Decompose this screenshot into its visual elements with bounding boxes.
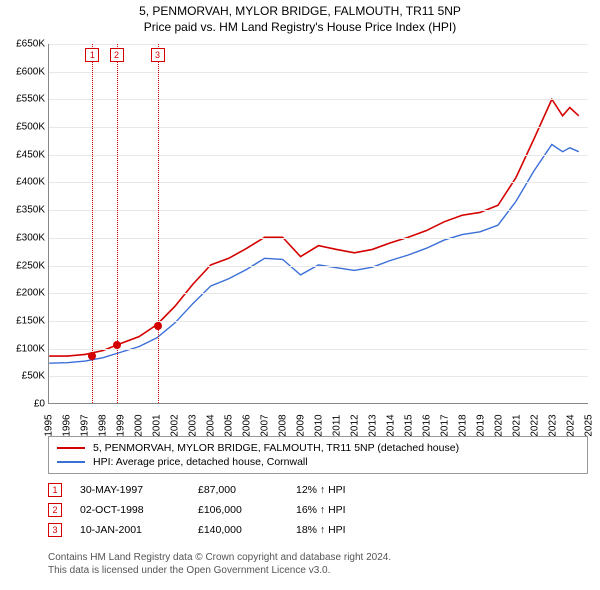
x-axis-label: 2007: [260, 414, 271, 436]
sale-marker-line: [92, 44, 93, 403]
x-axis-label: 2024: [566, 414, 577, 436]
x-axis-label: 2020: [494, 414, 505, 436]
footer-line-1: Contains HM Land Registry data © Crown c…: [48, 552, 588, 565]
sale-delta: 16% ↑ HPI: [296, 504, 346, 516]
x-axis-label: 2000: [134, 414, 145, 436]
sales-list: 1 30-MAY-1997 £87,000 12% ↑ HPI 2 02-OCT-1998…: [48, 480, 588, 540]
x-axis-label: 2021: [512, 414, 523, 436]
legend-label-hpi: HPI: Average price, detached house, Corn…: [93, 456, 308, 468]
y-axis-label: £50K: [3, 371, 45, 382]
sale-index-box: 1: [48, 483, 62, 497]
y-axis-label: £500K: [3, 122, 45, 133]
y-axis-label: £150K: [3, 315, 45, 326]
legend: 5, PENMORVAH, MYLOR BRIDGE, FALMOUTH, TR…: [48, 436, 588, 474]
y-axis-label: £400K: [3, 177, 45, 188]
x-axis-label: 2011: [332, 415, 343, 437]
y-axis-label: £200K: [3, 288, 45, 299]
sale-price: £140,000: [198, 524, 278, 536]
x-axis-label: 2025: [584, 414, 595, 436]
footer-line-2: This data is licensed under the Open Gov…: [48, 565, 588, 578]
sale-delta: 12% ↑ HPI: [296, 484, 346, 496]
x-axis-label: 2015: [404, 414, 415, 436]
x-axis-label: 2001: [152, 414, 163, 436]
gridline: [49, 210, 588, 211]
gridline: [49, 72, 588, 73]
x-axis-label: 2022: [530, 414, 541, 436]
sale-row: 3 10-JAN-2001 £140,000 18% ↑ HPI: [48, 520, 588, 540]
sale-marker-dot: [154, 322, 162, 330]
sale-marker-dot: [88, 352, 96, 360]
sale-price: £106,000: [198, 504, 278, 516]
sale-index-box: 2: [48, 503, 62, 517]
x-axis-label: 2003: [188, 414, 199, 436]
x-axis-label: 2018: [458, 414, 469, 436]
sale-price: £87,000: [198, 484, 278, 496]
y-axis-label: £300K: [3, 232, 45, 243]
sale-marker-dot: [113, 341, 121, 349]
sale-marker-label: 1: [85, 48, 99, 62]
sale-date: 02-OCT-1998: [80, 504, 180, 516]
x-axis-label: 2013: [368, 414, 379, 436]
gridline: [49, 238, 588, 239]
legend-item-property: 5, PENMORVAH, MYLOR BRIDGE, FALMOUTH, TR…: [57, 441, 579, 455]
attribution-footer: Contains HM Land Registry data © Crown c…: [48, 552, 588, 577]
sale-marker-line: [158, 44, 159, 403]
sale-marker-label: 2: [110, 48, 124, 62]
x-axis-label: 2002: [170, 414, 181, 436]
gridline: [49, 321, 588, 322]
x-axis-label: 2017: [440, 414, 451, 436]
sale-row: 1 30-MAY-1997 £87,000 12% ↑ HPI: [48, 480, 588, 500]
legend-label-property: 5, PENMORVAH, MYLOR BRIDGE, FALMOUTH, TR…: [93, 442, 459, 454]
x-axis-label: 2010: [314, 414, 325, 436]
x-axis-label: 2019: [476, 414, 487, 436]
gridline: [49, 182, 588, 183]
x-axis-label: 1996: [62, 414, 73, 436]
x-axis-label: 2009: [296, 414, 307, 436]
y-axis-label: £600K: [3, 66, 45, 77]
sale-index-box: 3: [48, 523, 62, 537]
gridline: [49, 127, 588, 128]
x-axis-label: 2006: [242, 414, 253, 436]
x-axis-label: 1998: [98, 414, 109, 436]
y-axis-label: £100K: [3, 343, 45, 354]
y-axis-label: £350K: [3, 205, 45, 216]
x-axis-label: 1997: [80, 414, 91, 436]
sale-date: 10-JAN-2001: [80, 524, 180, 536]
plot-area: £0£50K£100K£150K£200K£250K£300K£350K£400…: [48, 44, 588, 404]
y-axis-label: £450K: [3, 149, 45, 160]
legend-item-hpi: HPI: Average price, detached house, Corn…: [57, 455, 579, 469]
gridline: [49, 155, 588, 156]
x-axis-label: 2016: [422, 414, 433, 436]
sale-delta: 18% ↑ HPI: [296, 524, 346, 536]
x-axis-label: 2008: [278, 414, 289, 436]
legend-swatch-hpi: [57, 461, 85, 463]
sale-marker-label: 3: [151, 48, 165, 62]
x-axis-label: 2004: [206, 414, 217, 436]
x-axis-label: 1995: [44, 414, 55, 436]
chart-title: 5, PENMORVAH, MYLOR BRIDGE, FALMOUTH, TR…: [0, 4, 600, 18]
series-line-property: [49, 99, 579, 356]
x-axis-label: 2014: [386, 414, 397, 436]
gridline: [49, 99, 588, 100]
x-axis-label: 2005: [224, 414, 235, 436]
legend-swatch-property: [57, 447, 85, 449]
y-axis-label: £550K: [3, 94, 45, 105]
x-axis-label: 2012: [350, 414, 361, 436]
gridline: [49, 266, 588, 267]
chart-container: 5, PENMORVAH, MYLOR BRIDGE, FALMOUTH, TR…: [0, 0, 600, 590]
gridline: [49, 44, 588, 45]
gridline: [49, 293, 588, 294]
gridline: [49, 376, 588, 377]
y-axis-label: £0: [3, 399, 45, 410]
sale-row: 2 02-OCT-1998 £106,000 16% ↑ HPI: [48, 500, 588, 520]
gridline: [49, 349, 588, 350]
x-axis-label: 1999: [116, 414, 127, 436]
sale-date: 30-MAY-1997: [80, 484, 180, 496]
titles: 5, PENMORVAH, MYLOR BRIDGE, FALMOUTH, TR…: [0, 0, 600, 34]
x-axis-label: 2023: [548, 414, 559, 436]
chart-subtitle: Price paid vs. HM Land Registry's House …: [0, 20, 600, 34]
y-axis-label: £650K: [3, 39, 45, 50]
y-axis-label: £250K: [3, 260, 45, 271]
series-line-hpi: [49, 145, 579, 364]
